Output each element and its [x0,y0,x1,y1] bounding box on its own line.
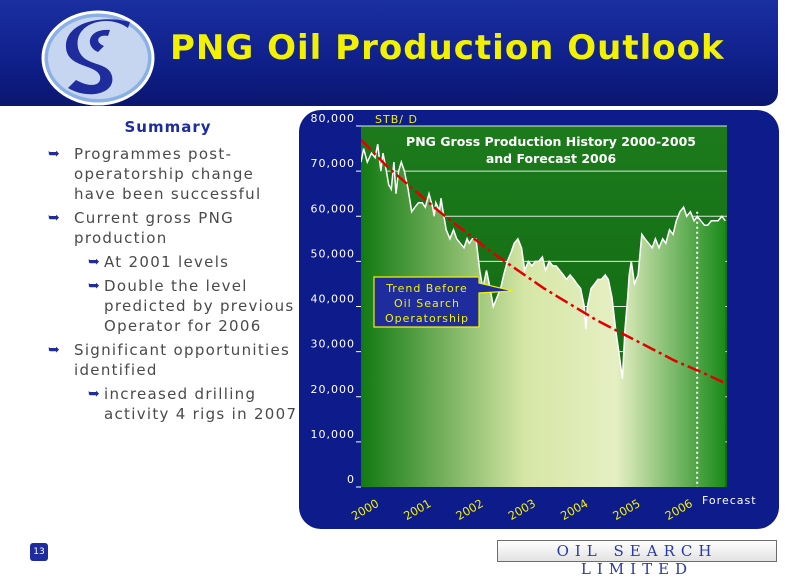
header-band: PNG Oil Production Outlook [0,0,778,106]
page-number: 13 [30,543,48,561]
production-area [361,144,726,487]
y-tick-label: 10,000 [311,428,356,441]
list-item: ➥ increased drilling activity 4 rigs in … [48,384,298,424]
company-wordmark-text: OIL SEARCH LIMITED [556,542,718,578]
production-line [361,143,726,379]
y-tick-label: 60,000 [311,202,356,215]
page-title: PNG Oil Production Outlook [170,28,725,68]
x-tick-label: 2000 [349,496,381,523]
y-axis: 0 10,000 20,000 30,000 40,000 50,000 60,000 70,… [311,112,361,488]
bullet-text: Programmes post-operatorship change have… [74,145,262,203]
bullet-text: Double the level predicted by previous O… [104,277,295,335]
arrow-bullet-icon: ➥ [88,386,102,402]
y-tick-label: 30,000 [311,338,356,351]
summary-panel: Summary ➥ Programmes post-operatorship c… [48,118,298,424]
chart-title-line-2: and Forecast 2006 [486,151,617,166]
x-tick-label: 2001 [401,496,433,523]
x-tick-label: 2005 [610,496,642,523]
x-axis: 2000 2001 2002 2003 2004 2005 2006 [349,496,695,523]
company-wordmark: OIL SEARCH LIMITED [497,540,777,578]
list-item: ➥ Double the level predicted by previous… [48,276,298,336]
chart-panel: 0 10,000 20,000 30,000 40,000 50,000 60,000 70,… [299,110,779,529]
x-tick-label: 2004 [558,496,590,523]
arrow-bullet-icon: ➥ [48,146,62,162]
forecast-label: Forecast [702,494,757,507]
callout-line-1: Trend Before [385,282,468,295]
x-tick-label: 2003 [506,496,538,523]
bullet-text: Significant opportunities identified [74,341,291,379]
annotation-callout: Trend Before Oil Search Operatorship [373,276,514,328]
y-tick-label: 40,000 [311,293,356,306]
arrow-bullet-icon: ➥ [48,210,62,226]
bullet-text: Current gross PNG production [74,209,235,247]
x-tick-label: 2002 [453,496,485,523]
callout-box [373,276,514,328]
bullet-text: At 2001 levels [104,253,230,271]
y-tick-label: 80,000 [311,112,356,125]
trend-line [361,138,726,385]
list-item: ➥ Current gross PNG production [48,208,298,248]
production-chart: 0 10,000 20,000 30,000 40,000 50,000 60,000 70,… [311,112,757,523]
chart-title-line-1: PNG Gross Production History 2000-2005 [406,134,696,149]
y-tick-label: 20,000 [311,383,356,396]
y-tick-label: 50,000 [311,247,356,260]
list-item: ➥ At 2001 levels [48,252,298,272]
y-axis-label: STB/ D [375,113,418,126]
y-tick-label: 70,000 [311,157,356,170]
arrow-bullet-icon: ➥ [88,254,102,270]
arrow-bullet-icon: ➥ [88,278,102,294]
x-tick-label: 2006 [663,496,695,523]
list-item: ➥ Significant opportunities identified [48,340,298,380]
callout-line-2: Oil Search [394,297,460,310]
company-logo-icon [41,10,155,106]
arrow-bullet-icon: ➥ [48,342,62,358]
callout-line-3: Operatorship [385,312,469,325]
bullet-text: increased drilling activity 4 rigs in 20… [104,385,298,423]
y-tick-label: 0 [347,473,355,486]
summary-heading: Summary [124,118,212,136]
list-item: ➥ Programmes post-operatorship change ha… [48,144,298,204]
